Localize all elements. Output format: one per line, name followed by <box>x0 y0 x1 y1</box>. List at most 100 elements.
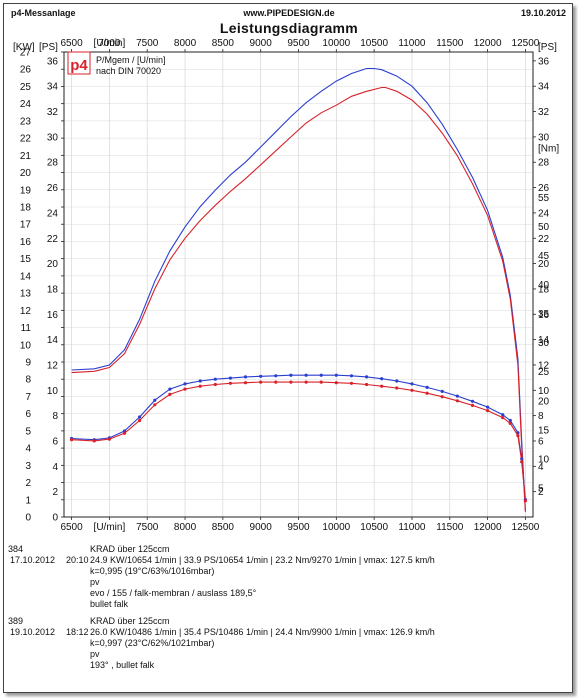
nm-tick-label: 30 <box>538 338 550 349</box>
kw-tick-label: 26 <box>20 65 32 76</box>
chart-title: Leistungsdiagramm <box>219 20 359 36</box>
torque-point-384 <box>319 380 323 384</box>
kw-tick-label: 0 <box>25 513 31 524</box>
torque-point-384 <box>365 382 369 387</box>
x-tick-label-top: 7500 <box>136 38 159 49</box>
ps-left-tick-label: 36 <box>47 56 59 67</box>
ps-left-tick-label: 30 <box>47 132 59 143</box>
page-frame <box>3 3 573 693</box>
run-time: 18:12 <box>66 627 89 637</box>
run-time: 20:10 <box>66 555 89 565</box>
x-axis-label-top: [U/min] <box>94 38 126 49</box>
torque-point-389 <box>304 373 308 377</box>
chart-axes: 6500 7000 8000 8500 9000 9500 10000 10500 11000 1… <box>13 38 559 533</box>
ps-right-tick-label: 6 <box>538 436 544 447</box>
power-curve-389 <box>71 67 526 511</box>
ps-right-tick-label: 4 <box>538 462 544 473</box>
kw-tick-label: 27 <box>20 48 32 59</box>
x-tick-label-top: 11000 <box>398 38 426 49</box>
kw-tick-label: 23 <box>20 116 32 127</box>
run-summary: 26.0 KW/10486 1/min | 35.4 PS/10486 1/mi… <box>90 627 435 637</box>
torque-point-389 <box>228 376 232 380</box>
torque-point-384 <box>107 437 111 441</box>
x-tick-label-top: 11500 <box>436 38 464 49</box>
kw-tick-label: 5 <box>25 426 31 437</box>
torque-point-384 <box>289 380 293 384</box>
nm-tick-label: 20 <box>538 396 550 407</box>
ps-right-tick-label: 24 <box>538 208 550 219</box>
x-tick-label-bottom: 12000 <box>474 522 502 533</box>
ps-right-tick-label: 8 <box>538 411 544 422</box>
ps-right-tick-label: 34 <box>538 82 550 93</box>
kw-tick-label: 25 <box>20 82 32 93</box>
nm-tick-label: 5 <box>538 483 544 494</box>
torque-point-384 <box>470 403 475 407</box>
torque-point-384 <box>243 381 248 385</box>
ps-left-tick-label: 22 <box>47 234 59 245</box>
run-correction: k=0,997 (23°C/62%/1021mbar) <box>90 638 215 648</box>
x-tick-label-top: 12500 <box>512 38 540 49</box>
nm-tick-label: 55 <box>538 193 550 204</box>
torque-point-384 <box>304 380 308 384</box>
kw-tick-label: 15 <box>20 254 32 265</box>
torque-point-389 <box>410 382 414 386</box>
x-tick-label-bottom: 11000 <box>398 522 426 533</box>
torque-point-389 <box>508 418 512 423</box>
x-tick-label-top: 9500 <box>287 38 310 49</box>
torque-point-384 <box>92 439 96 443</box>
ps-left-tick-label: 28 <box>47 158 59 169</box>
ps-right-tick-label: 20 <box>538 259 550 270</box>
run-note: evo / 155 / falk-membran / auslass 189,5… <box>90 588 257 598</box>
chart-series <box>70 67 528 512</box>
app-name: p4-Messanlage <box>11 8 76 18</box>
run-note: bullet falk <box>90 599 129 609</box>
torque-point-389 <box>138 415 142 419</box>
ps-right-tick-label: 22 <box>538 234 550 245</box>
torque-point-384 <box>259 380 263 384</box>
x-tick-label-top: 8000 <box>174 38 197 49</box>
torque-point-384 <box>440 395 444 399</box>
x-tick-label-bottom: 6500 <box>60 522 83 533</box>
torque-point-389 <box>425 385 429 389</box>
website: www.PIPEDESIGN.de <box>243 8 335 18</box>
chart-grid <box>64 51 533 517</box>
nm-tick-label: 45 <box>538 251 550 262</box>
kw-tick-label: 24 <box>20 99 32 110</box>
x-tick-label-top: 10000 <box>322 38 350 49</box>
kw-tick-label: 22 <box>20 134 32 145</box>
ps-right-tick-label: 26 <box>538 183 550 194</box>
nm-tick-label: 10 <box>538 454 550 465</box>
ps-right-tick-label: 2 <box>538 487 544 498</box>
torque-point-384 <box>198 384 202 388</box>
x-tick-label-top: 8500 <box>212 38 235 49</box>
torque-point-384 <box>183 387 187 391</box>
ps-right-axis-label: [PS] <box>538 42 557 53</box>
ps-left-tick-label: 4 <box>52 462 58 473</box>
ps-right-tick-label: 14 <box>538 335 550 346</box>
nm-axis-label: [Nm] <box>538 143 559 154</box>
run-vehicle: KRAD über 125ccm <box>90 616 170 626</box>
ps-left-tick-label: 0 <box>52 513 58 524</box>
torque-point-389 <box>213 377 217 381</box>
torque-point-384 <box>153 403 157 407</box>
torque-point-389 <box>259 374 263 378</box>
kw-tick-label: 11 <box>21 323 32 334</box>
kw-tick-label: 21 <box>20 151 32 162</box>
run-id: 389 <box>8 616 24 626</box>
torque-point-389 <box>455 394 459 398</box>
torque-point-384 <box>138 418 142 423</box>
kw-tick-label: 1 <box>25 495 31 506</box>
chart-legend: p4 P/Mgem / [U/min] nach DIN 70020 <box>67 51 166 76</box>
ps-right-tick-label: 12 <box>538 360 550 371</box>
kw-tick-label: 9 <box>25 358 31 369</box>
torque-point-389 <box>274 374 278 378</box>
run-summary: 24.9 KW/10654 1/min | 33.9 PS/10654 1/mi… <box>90 555 435 565</box>
kw-tick-label: 20 <box>20 168 32 179</box>
legend-line-1: P/Mgem / [U/min] <box>96 55 166 65</box>
torque-point-384 <box>395 386 399 390</box>
torque-point-389 <box>440 389 444 393</box>
torque-point-389 <box>365 375 369 379</box>
torque-point-384 <box>425 391 429 395</box>
nm-tick-label: 40 <box>538 280 550 291</box>
x-tick-label-bottom: 10500 <box>360 522 388 533</box>
